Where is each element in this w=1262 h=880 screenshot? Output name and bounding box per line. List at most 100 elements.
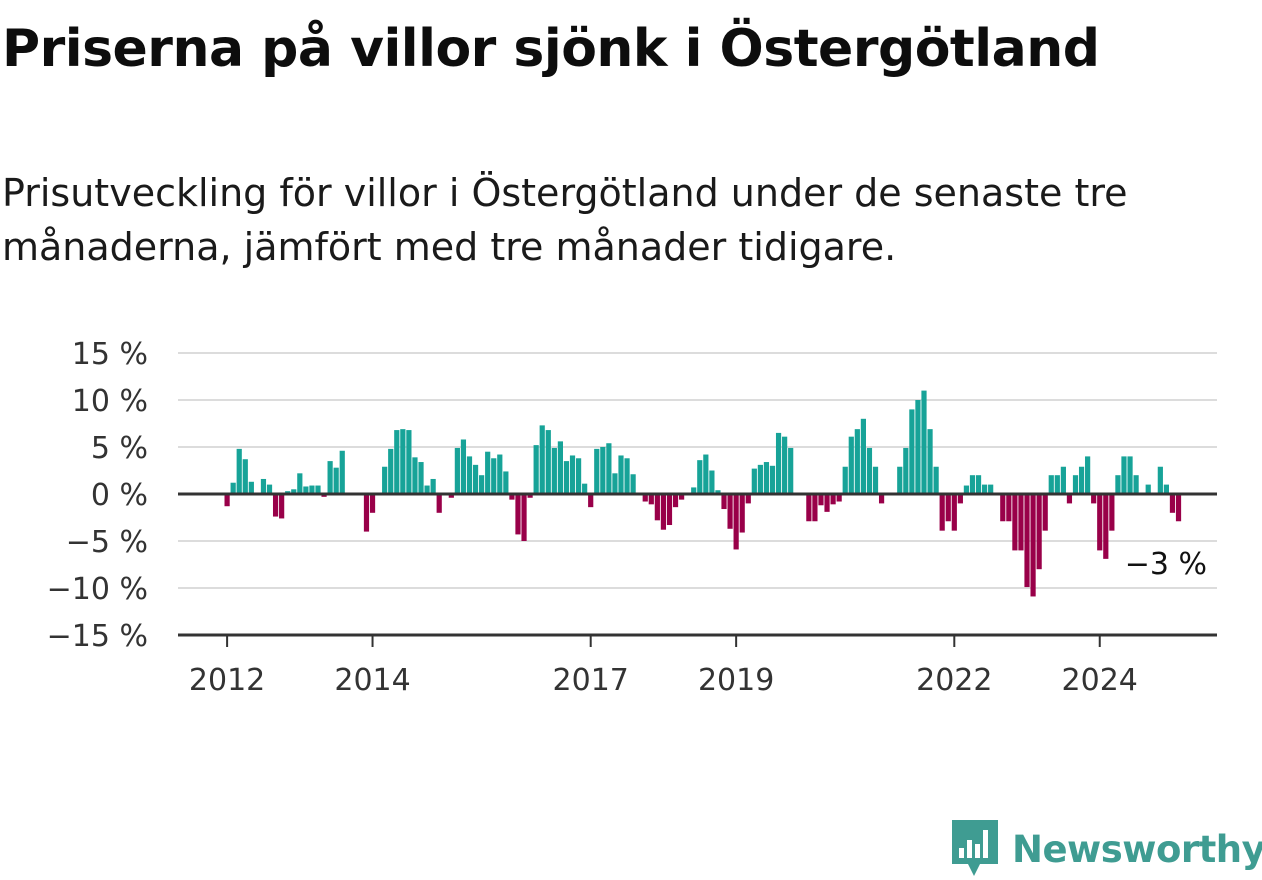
bar bbox=[860, 418, 866, 494]
bar bbox=[703, 454, 709, 494]
bar bbox=[503, 471, 509, 494]
bar bbox=[539, 425, 545, 494]
bar bbox=[854, 429, 860, 494]
bar bbox=[394, 430, 400, 494]
bar bbox=[836, 494, 842, 502]
bar-chart: 15 %10 %5 %0 %−5 %−10 %−15 % 2012 2014 201… bbox=[47, 337, 1217, 698]
bar bbox=[1012, 494, 1018, 551]
bar bbox=[642, 494, 648, 502]
bar bbox=[951, 494, 957, 531]
x-tick-label: 2022 bbox=[916, 663, 992, 698]
bar bbox=[1054, 475, 1060, 494]
x-tick-label: 2012 bbox=[189, 663, 265, 698]
last-value-label: −3 % bbox=[1125, 547, 1207, 582]
bar bbox=[303, 486, 309, 494]
bar bbox=[509, 494, 515, 500]
bar bbox=[582, 483, 588, 494]
bar bbox=[430, 478, 436, 494]
y-tick-label: 5 % bbox=[91, 431, 148, 466]
bar bbox=[497, 454, 503, 494]
bar bbox=[315, 485, 321, 494]
bar bbox=[654, 494, 660, 521]
bar bbox=[812, 494, 818, 522]
bar bbox=[679, 494, 685, 500]
bar bbox=[769, 465, 776, 494]
bar bbox=[1078, 466, 1085, 494]
bar bbox=[363, 494, 370, 532]
bar bbox=[1048, 475, 1054, 494]
bar bbox=[454, 447, 460, 494]
y-tick-label: −15 % bbox=[47, 619, 148, 654]
x-tick-label: 2017 bbox=[553, 663, 629, 698]
bar bbox=[1121, 456, 1127, 494]
bar bbox=[1115, 475, 1121, 494]
bar bbox=[806, 494, 812, 522]
bar bbox=[830, 494, 836, 505]
bar bbox=[224, 494, 230, 507]
bar bbox=[660, 494, 667, 530]
bar bbox=[436, 494, 442, 513]
bar bbox=[400, 429, 406, 494]
bar bbox=[945, 494, 951, 522]
bar bbox=[1127, 456, 1133, 494]
bar bbox=[1091, 494, 1097, 504]
bar bbox=[909, 409, 915, 494]
bar bbox=[242, 459, 248, 494]
bar bbox=[515, 494, 521, 535]
bar bbox=[1006, 494, 1012, 522]
bar bbox=[969, 475, 976, 494]
bar bbox=[788, 447, 794, 494]
bar bbox=[975, 475, 982, 494]
bar bbox=[878, 494, 885, 504]
bar bbox=[866, 447, 873, 494]
bar bbox=[739, 494, 745, 533]
bar bbox=[485, 451, 491, 494]
bar bbox=[775, 432, 782, 494]
bar bbox=[927, 429, 933, 494]
axes bbox=[178, 492, 1217, 637]
bar bbox=[521, 494, 527, 541]
bar bbox=[388, 448, 394, 494]
bar bbox=[327, 461, 333, 494]
bar bbox=[533, 445, 539, 494]
bar bbox=[1036, 494, 1042, 570]
chart-title: Priserna på villor sjönk i Östergötland bbox=[2, 19, 1100, 79]
bar bbox=[1157, 466, 1163, 494]
y-tick-label: 0 % bbox=[91, 478, 148, 513]
bar bbox=[727, 494, 733, 529]
bar bbox=[569, 455, 576, 494]
bar bbox=[1030, 494, 1036, 597]
bar bbox=[1066, 494, 1073, 504]
bar bbox=[618, 455, 624, 494]
bar bbox=[594, 448, 600, 494]
bar bbox=[291, 489, 297, 494]
bar bbox=[1024, 494, 1030, 588]
y-axis-ticks: 15 % 10 % 5 % 0 % −5 % −10 % −15 % bbox=[47, 337, 148, 654]
newsworthy-logo-icon bbox=[952, 820, 998, 876]
bar bbox=[248, 481, 254, 494]
y-tick-label: −10 % bbox=[47, 572, 148, 607]
bar bbox=[545, 430, 551, 494]
bar bbox=[612, 473, 618, 494]
bar bbox=[1042, 494, 1048, 531]
bar bbox=[230, 482, 236, 494]
bar bbox=[412, 457, 418, 494]
bar bbox=[691, 487, 697, 494]
bar bbox=[600, 447, 606, 494]
bar bbox=[491, 458, 497, 494]
bar bbox=[1175, 494, 1182, 522]
bar bbox=[333, 467, 339, 494]
bar bbox=[1133, 475, 1139, 494]
bar bbox=[1085, 456, 1091, 494]
bar bbox=[751, 468, 757, 494]
x-tick-label: 2024 bbox=[1062, 663, 1138, 698]
bar bbox=[260, 478, 267, 494]
bar bbox=[1163, 484, 1169, 494]
bar bbox=[1169, 494, 1176, 513]
bar bbox=[666, 494, 673, 526]
bar bbox=[266, 484, 273, 494]
bar bbox=[1103, 494, 1109, 559]
bar bbox=[297, 473, 303, 494]
bar bbox=[1109, 494, 1115, 531]
bar bbox=[1000, 494, 1006, 522]
